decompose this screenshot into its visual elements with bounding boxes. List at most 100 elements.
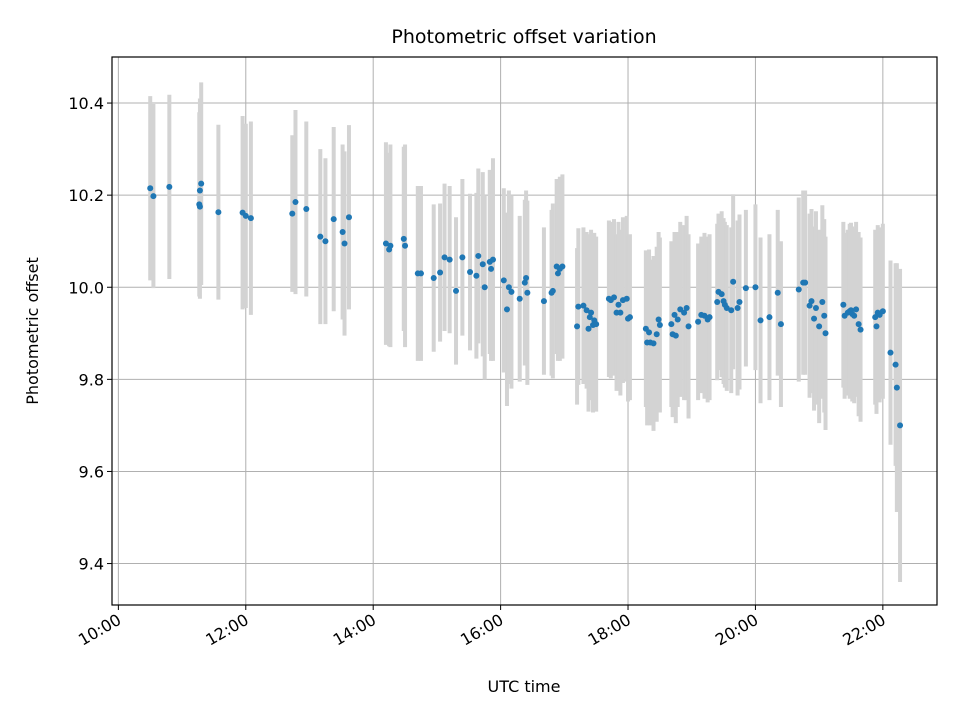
data-point (473, 272, 480, 279)
data-point (623, 295, 630, 302)
data-point (540, 298, 547, 305)
data-point (303, 205, 310, 212)
data-point (802, 279, 809, 286)
data-point (479, 261, 486, 268)
data-point (503, 306, 510, 313)
data-point (893, 384, 900, 391)
data-point (653, 331, 660, 338)
data-point (611, 294, 618, 301)
data-point (734, 304, 741, 311)
data-point (402, 242, 409, 249)
y-tick-label: 10.0 (68, 278, 104, 297)
data-point (453, 287, 460, 294)
data-point (339, 228, 346, 235)
x-tick-label: 18:00 (585, 610, 634, 650)
data-point (626, 314, 633, 321)
data-point (524, 289, 531, 296)
data-point (400, 235, 407, 242)
x-tick-label: 16:00 (457, 610, 506, 650)
data-point (822, 330, 829, 337)
data-point (147, 185, 154, 192)
data-point (446, 256, 453, 263)
data-point (617, 309, 624, 316)
data-point (819, 298, 826, 305)
data-point (580, 302, 587, 309)
data-point (387, 242, 394, 249)
data-point (671, 311, 678, 318)
data-point (488, 265, 495, 272)
data-point (588, 309, 595, 316)
data-point (475, 252, 482, 259)
data-point (247, 215, 254, 222)
data-point (459, 254, 466, 261)
y-tick-label: 9.6 (79, 462, 104, 481)
y-axis-label: Photometric offset (23, 257, 42, 405)
data-point (774, 289, 781, 296)
data-point (728, 307, 735, 314)
x-tick-label: 12:00 (202, 610, 251, 650)
data-point (505, 284, 512, 291)
x-tick-label: 20:00 (712, 610, 761, 650)
data-point (714, 298, 721, 305)
data-point (656, 322, 663, 329)
data-point (559, 263, 566, 270)
data-point (683, 304, 690, 311)
data-point (674, 316, 681, 323)
data-point (500, 277, 507, 284)
x-axis-label: UTC time (488, 677, 561, 696)
x-tick-label: 14:00 (330, 610, 379, 650)
data-point (489, 256, 496, 263)
chart-title: Photometric offset variation (391, 26, 656, 48)
data-point (417, 270, 424, 277)
data-point (166, 183, 173, 190)
data-point (855, 321, 862, 328)
data-point (742, 285, 749, 292)
data-point (586, 314, 593, 321)
data-point (554, 270, 561, 277)
data-point (672, 332, 679, 339)
data-point (897, 422, 904, 429)
data-point (242, 212, 249, 219)
data-point (574, 323, 581, 330)
data-point (892, 361, 899, 368)
data-point (806, 302, 813, 309)
data-point (382, 240, 389, 247)
data-point (808, 298, 815, 305)
data-point (816, 323, 823, 330)
data-point (467, 269, 474, 276)
data-point (873, 323, 880, 330)
y-tick-label: 9.4 (79, 555, 104, 574)
data-point (718, 291, 725, 298)
data-point (857, 326, 864, 333)
x-tick-label: 22:00 (839, 610, 888, 650)
data-point (583, 307, 590, 314)
data-point (668, 321, 675, 328)
data-point (317, 233, 324, 240)
data-point (879, 308, 886, 315)
data-point (322, 238, 329, 245)
data-point (549, 287, 556, 294)
data-point (812, 304, 819, 311)
error-bars (148, 82, 903, 582)
data-point (655, 316, 662, 323)
data-point (585, 325, 592, 332)
data-point (685, 323, 692, 330)
data-point (730, 278, 737, 285)
y-tick-label: 10.4 (68, 94, 104, 113)
data-point (150, 193, 157, 200)
data-point (481, 284, 488, 291)
data-point (196, 187, 203, 194)
data-point (777, 321, 784, 328)
x-axis-ticks: 10:00 12:00 14:00 16:00 18:00 20:00 22:00 (75, 605, 889, 650)
data-point (723, 304, 730, 311)
data-point (795, 286, 802, 293)
data-point (695, 318, 702, 325)
data-point (575, 303, 582, 310)
data-point (887, 349, 894, 356)
data-point (198, 180, 205, 187)
data-point (615, 301, 622, 308)
data-point (766, 314, 773, 321)
data-point (872, 314, 879, 321)
data-point (516, 295, 523, 302)
